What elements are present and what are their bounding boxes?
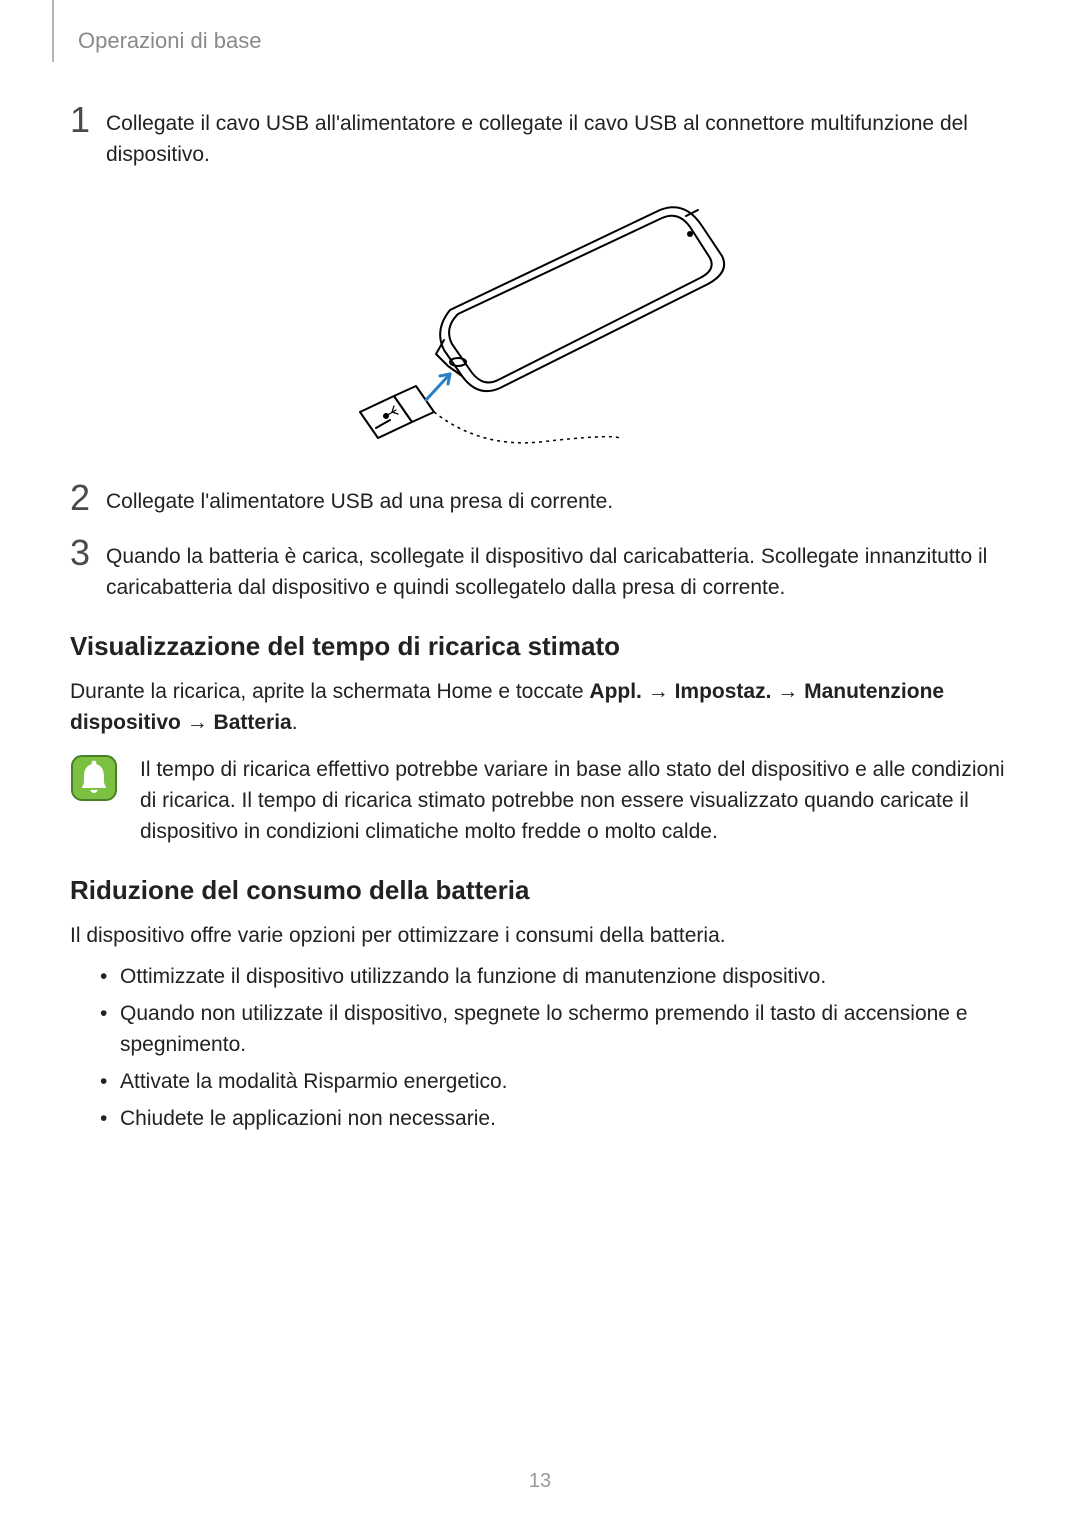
note-block: Il tempo di ricarica effettivo potrebbe … bbox=[70, 754, 1010, 847]
header-rule bbox=[52, 0, 54, 62]
bell-note-icon bbox=[70, 754, 118, 802]
manual-page: Operazioni di base 1 Collegate il cavo U… bbox=[0, 0, 1080, 1527]
step-number: 1 bbox=[70, 104, 106, 136]
breadcrumb: Operazioni di base bbox=[78, 28, 261, 54]
usb-illustration bbox=[70, 190, 1010, 450]
recharge-intro: Durante la ricarica, aprite la schermata… bbox=[70, 676, 1010, 738]
heading-reduce-consumption: Riduzione del consumo della batteria bbox=[70, 875, 1010, 906]
step-number: 3 bbox=[70, 537, 106, 569]
step-text: Collegate l'alimentatore USB ad una pres… bbox=[106, 482, 1010, 517]
text-fragment: . bbox=[292, 711, 298, 734]
step-3: 3 Quando la batteria è carica, scollegat… bbox=[70, 537, 1010, 603]
tips-list: Ottimizzate il dispositivo utilizzando l… bbox=[70, 961, 1010, 1134]
page-number: 13 bbox=[0, 1470, 1080, 1493]
step-text: Collegate il cavo USB all'alimentatore e… bbox=[106, 104, 1010, 170]
arrow: → bbox=[642, 680, 675, 703]
list-item: Quando non utilizzate il dispositivo, sp… bbox=[100, 998, 1010, 1060]
list-item: Attivate la modalità Risparmio energetic… bbox=[100, 1066, 1010, 1097]
note-text: Il tempo di ricarica effettivo potrebbe … bbox=[140, 754, 1010, 847]
list-item: Chiudete le applicazioni non necessarie. bbox=[100, 1103, 1010, 1134]
text-fragment: Durante la ricarica, aprite la schermata… bbox=[70, 680, 589, 703]
app-path-part: Batteria bbox=[214, 711, 292, 734]
step-text: Quando la batteria è carica, scollegate … bbox=[106, 537, 1010, 603]
app-path-part: Impostaz. bbox=[675, 680, 772, 703]
step-2: 2 Collegate l'alimentatore USB ad una pr… bbox=[70, 482, 1010, 517]
app-path-part: Appl. bbox=[589, 680, 642, 703]
page-content: 1 Collegate il cavo USB all'alimentatore… bbox=[70, 104, 1010, 1140]
step-1: 1 Collegate il cavo USB all'alimentatore… bbox=[70, 104, 1010, 170]
heading-recharge-time: Visualizzazione del tempo di ricarica st… bbox=[70, 631, 1010, 662]
list-item: Ottimizzate il dispositivo utilizzando l… bbox=[100, 961, 1010, 992]
step-number: 2 bbox=[70, 482, 106, 514]
arrow: → bbox=[181, 711, 214, 734]
arrow: → bbox=[771, 680, 804, 703]
reduce-intro: Il dispositivo offre varie opzioni per o… bbox=[70, 920, 1010, 951]
